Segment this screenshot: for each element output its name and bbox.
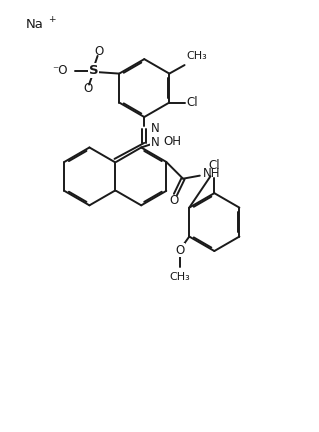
Text: O: O xyxy=(94,45,103,58)
Text: O: O xyxy=(83,83,93,95)
Text: Na: Na xyxy=(26,18,43,31)
Text: N: N xyxy=(151,137,160,149)
Text: CH₃: CH₃ xyxy=(170,272,190,282)
Text: N: N xyxy=(151,122,160,135)
Text: S: S xyxy=(88,64,98,77)
Text: +: + xyxy=(48,15,56,24)
Text: NH: NH xyxy=(203,167,220,180)
Text: Cl: Cl xyxy=(186,96,198,109)
Text: O: O xyxy=(169,194,179,207)
Text: O: O xyxy=(175,244,185,257)
Text: CH₃: CH₃ xyxy=(186,51,207,61)
Text: Cl: Cl xyxy=(209,159,220,172)
Text: OH: OH xyxy=(163,135,181,148)
Text: ⁻O: ⁻O xyxy=(53,64,68,77)
